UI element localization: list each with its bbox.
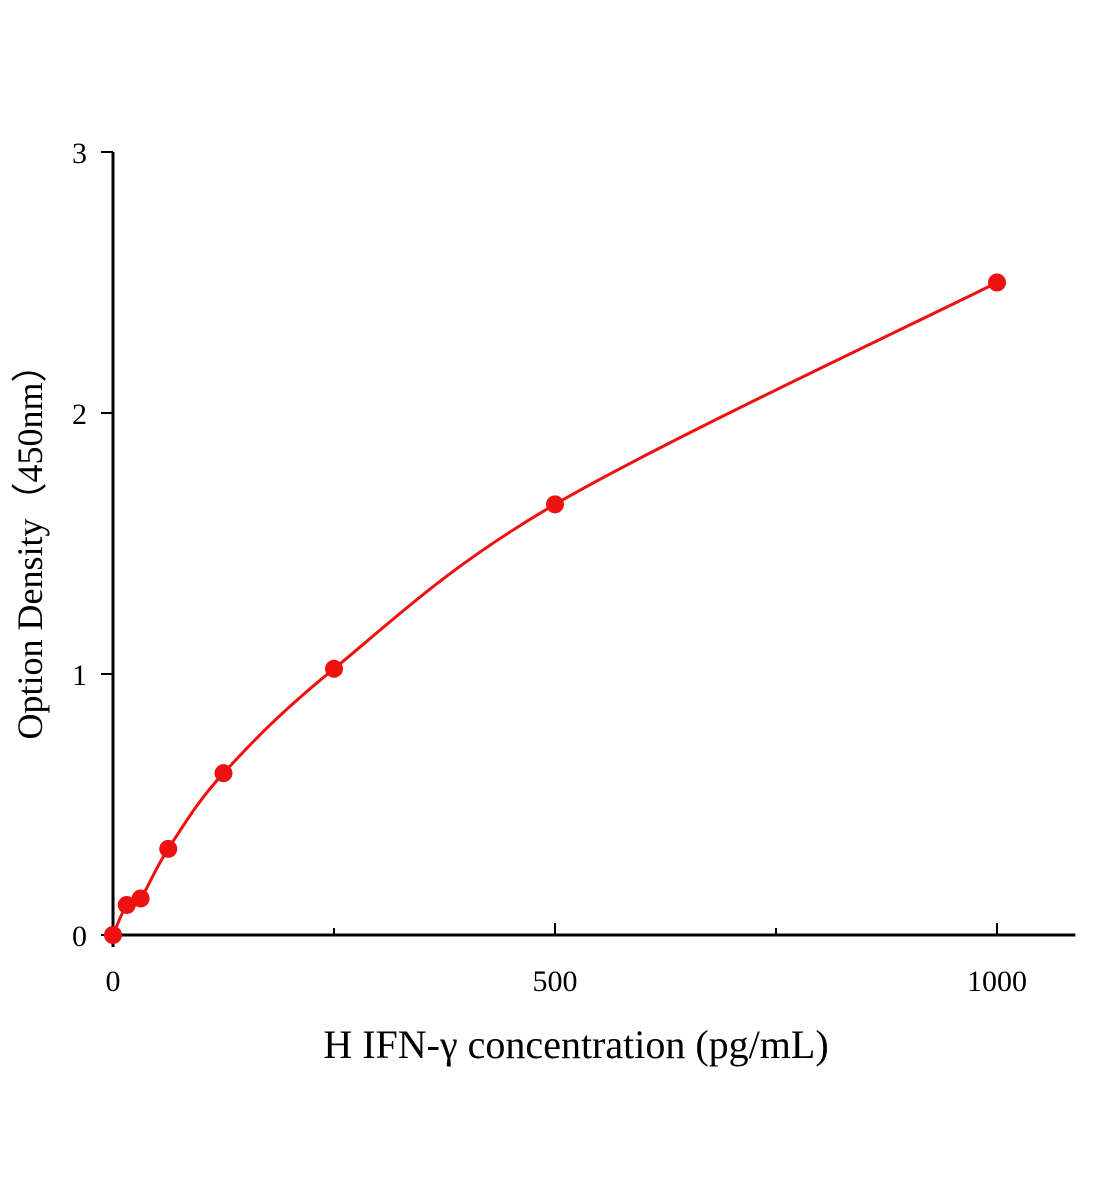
data-point [159, 839, 178, 858]
y-tick-label: 1 [72, 659, 87, 692]
x-tick-label: 500 [533, 965, 578, 998]
data-point [117, 895, 136, 914]
x-axis-title: H IFN-γ concentration (pg/mL) [323, 1022, 828, 1067]
x-tick-label: 0 [106, 965, 121, 998]
data-point [546, 495, 564, 514]
fit-curve-layer [111, 281, 998, 936]
data-points-layer [104, 273, 1006, 944]
data-point [131, 889, 150, 908]
y-axis-title: Option Density（450nm） [10, 347, 50, 740]
data-point [325, 659, 343, 678]
data-point [988, 273, 1006, 292]
data-point [214, 764, 233, 783]
y-tick-label: 0 [72, 920, 87, 953]
data-point [104, 926, 122, 944]
x-tick-label: 1000 [967, 965, 1027, 998]
axes: 0 500 1000 0 1 2 3 [72, 137, 1076, 998]
y-tick-label: 2 [72, 398, 87, 431]
fit-curve [111, 281, 998, 936]
y-tick-label: 3 [72, 137, 87, 170]
